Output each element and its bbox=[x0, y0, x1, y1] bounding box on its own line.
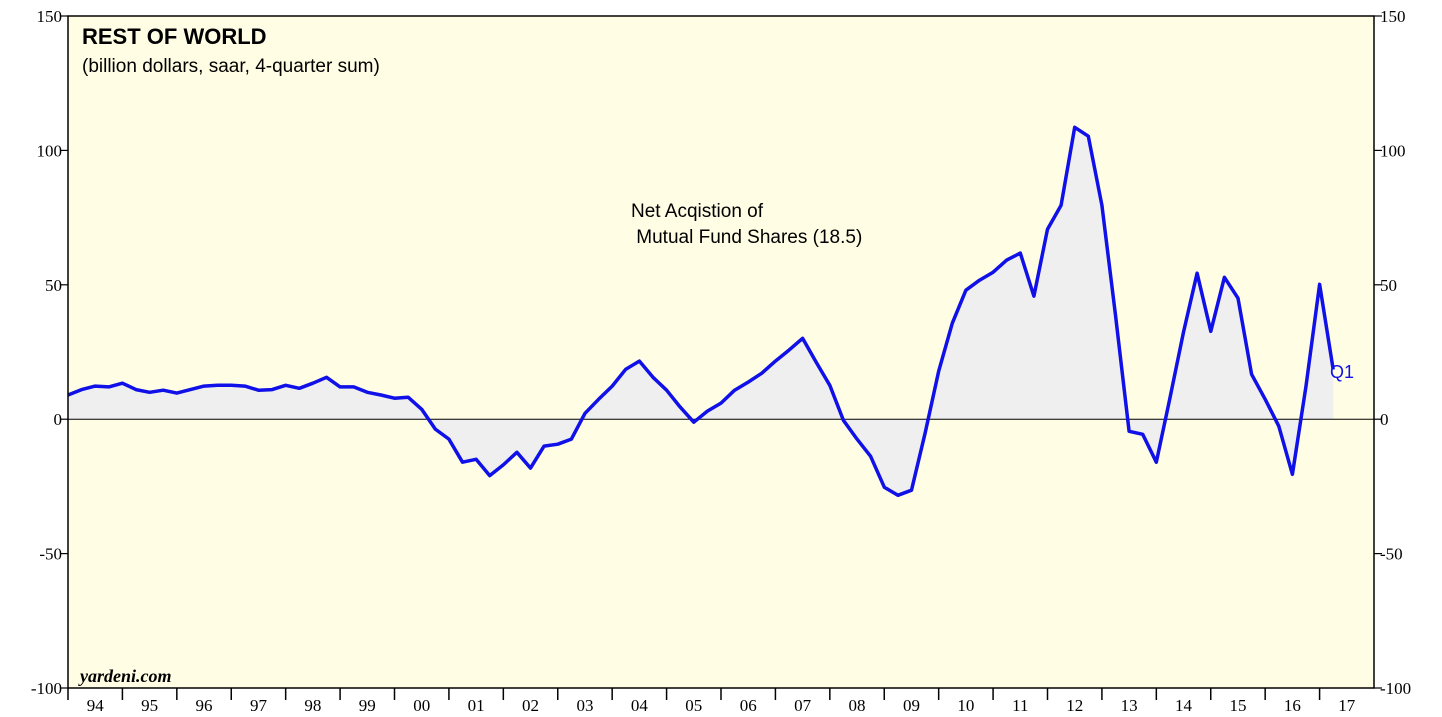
area-layer bbox=[68, 127, 1334, 496]
x-tick-label: 06 bbox=[740, 696, 757, 715]
y-tick-label: 100 bbox=[37, 141, 63, 160]
source: yardeni.com bbox=[78, 666, 172, 686]
y2-tick-label: 50 bbox=[1380, 276, 1397, 295]
end-label: Q1 bbox=[1330, 362, 1354, 382]
plot-background bbox=[68, 16, 1374, 688]
x-tick-label: 03 bbox=[576, 696, 593, 715]
area bbox=[68, 127, 1334, 496]
line bbox=[67, 125, 1335, 498]
x-tick-label: 16 bbox=[1284, 696, 1301, 715]
x-tick-label: 05 bbox=[685, 696, 702, 715]
x-tick-label: 99 bbox=[359, 696, 376, 715]
chart-subtitle: (billion dollars, saar, 4-quarter sum) bbox=[82, 56, 380, 77]
x-tick-label: 04 bbox=[631, 696, 649, 715]
y-tick-label: 150 bbox=[37, 7, 63, 26]
x-tick-label: 94 bbox=[87, 696, 105, 715]
line-layer bbox=[67, 125, 1335, 498]
x-tick-label: 08 bbox=[849, 696, 866, 715]
x-tick-label: 97 bbox=[250, 696, 268, 715]
x-tick-label: 02 bbox=[522, 696, 539, 715]
y2-tick-label: -50 bbox=[1380, 545, 1403, 564]
y2-tick-label: 0 bbox=[1380, 410, 1389, 429]
x-tick-label: 10 bbox=[957, 696, 974, 715]
x-tick-label: 96 bbox=[196, 696, 213, 715]
x-tick-label: 12 bbox=[1066, 696, 1083, 715]
x-tick-label: 98 bbox=[304, 696, 321, 715]
chart-title: REST OF WORLD bbox=[82, 24, 267, 49]
x-tick-label: 15 bbox=[1229, 696, 1246, 715]
x-tick-label: 17 bbox=[1338, 696, 1356, 715]
annotation: Mutual Fund Shares (18.5) bbox=[631, 227, 862, 248]
x-tick-label: 09 bbox=[903, 696, 920, 715]
x-tick-label: 14 bbox=[1175, 696, 1193, 715]
y-tick-label: -100 bbox=[31, 679, 62, 698]
y-tick-label: -50 bbox=[39, 545, 62, 564]
y2-tick-label: 150 bbox=[1380, 7, 1406, 26]
x-tick-label: 00 bbox=[413, 696, 430, 715]
plot-frame bbox=[67, 15, 1375, 689]
y2-tick-label: 100 bbox=[1380, 141, 1406, 160]
y-tick-label: 0 bbox=[54, 410, 63, 429]
x-tick-label: 01 bbox=[468, 696, 485, 715]
x-tick-label: 13 bbox=[1121, 696, 1138, 715]
x-tick-label: 07 bbox=[794, 696, 812, 715]
y-tick-label: 50 bbox=[45, 276, 62, 295]
annotation: Net Acqistion of bbox=[631, 201, 764, 222]
x-tick-label: 95 bbox=[141, 696, 158, 715]
x-tick-label: 11 bbox=[1012, 696, 1028, 715]
y2-tick-label: -100 bbox=[1380, 679, 1411, 698]
